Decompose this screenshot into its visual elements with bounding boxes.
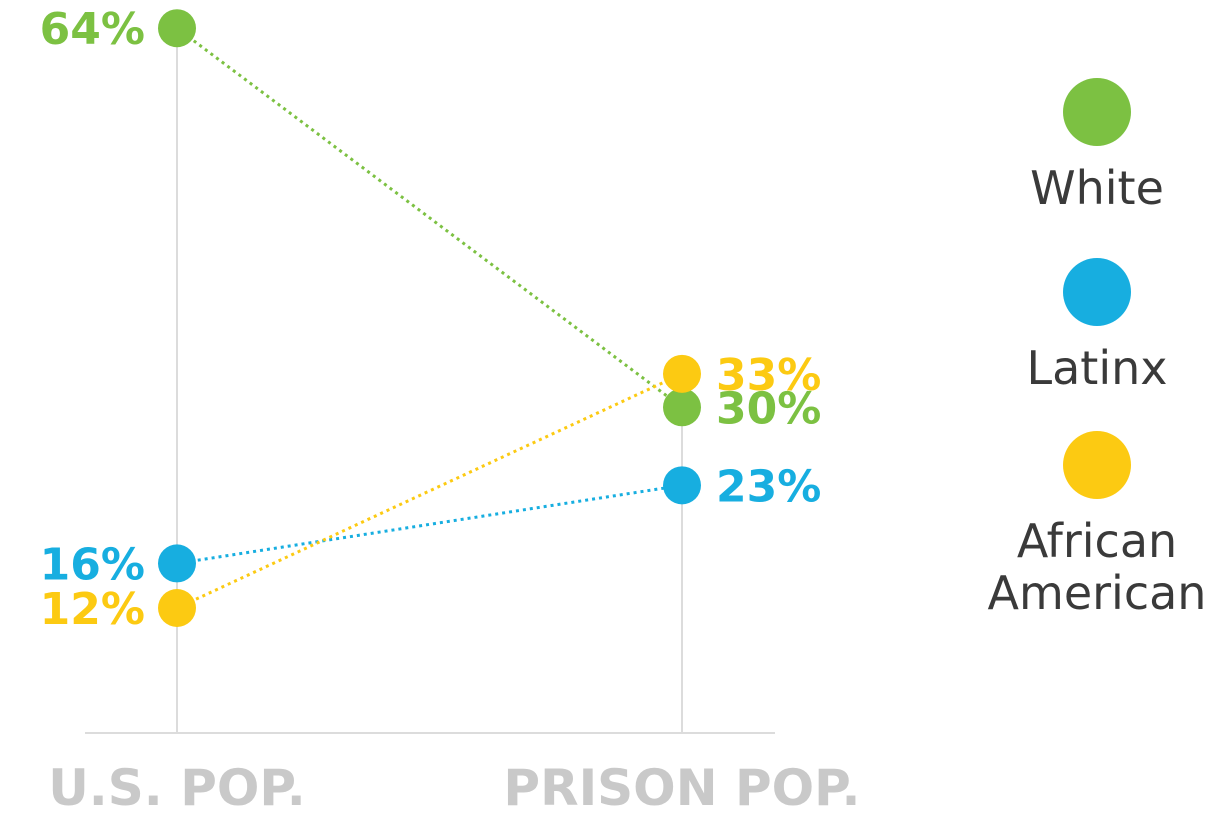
legend-label-white: White xyxy=(1030,161,1164,215)
legend-swatch-african-american xyxy=(1063,431,1131,499)
value-label-white-prison-pop-: 30% xyxy=(716,383,821,434)
data-point-african-american-u-s-pop- xyxy=(158,589,196,627)
data-point-latinx-prison-pop- xyxy=(663,466,701,505)
series-layer xyxy=(158,9,701,627)
series-line-african-american xyxy=(176,372,683,610)
legend-item-white: White xyxy=(1030,78,1164,215)
legend-swatch-white xyxy=(1063,78,1131,146)
value-label-white-u-s-pop-: 64% xyxy=(40,4,145,55)
legend-label-african-american-line-1: African xyxy=(1017,514,1177,568)
legend-label-african-american-line-2: American xyxy=(988,566,1207,620)
value-labels: 64% 30% 16% 23% 12% 33% xyxy=(40,4,822,635)
series-line-white xyxy=(176,27,683,409)
legend-item-latinx: Latinx xyxy=(1026,258,1168,395)
value-label-latinx-u-s-pop-: 16% xyxy=(40,539,145,590)
legend-swatch-latinx xyxy=(1063,258,1131,326)
data-point-latinx-u-s-pop- xyxy=(158,544,196,583)
category-labels: U.S. POP. PRISON POP. xyxy=(48,759,860,817)
value-label-african-american-u-s-pop-: 12% xyxy=(40,584,145,635)
legend-label-latinx: Latinx xyxy=(1026,341,1167,395)
data-point-white-u-s-pop- xyxy=(158,9,196,48)
value-label-african-american-prison-pop-: 33% xyxy=(716,350,821,401)
data-point-white-prison-pop- xyxy=(663,388,701,427)
category-label-us-pop: U.S. POP. xyxy=(48,759,306,817)
category-label-prison-pop: PRISON POP. xyxy=(503,759,860,817)
value-label-latinx-prison-pop-: 23% xyxy=(716,461,821,512)
data-point-african-american-prison-pop- xyxy=(663,354,701,393)
series-line-latinx xyxy=(176,483,683,565)
